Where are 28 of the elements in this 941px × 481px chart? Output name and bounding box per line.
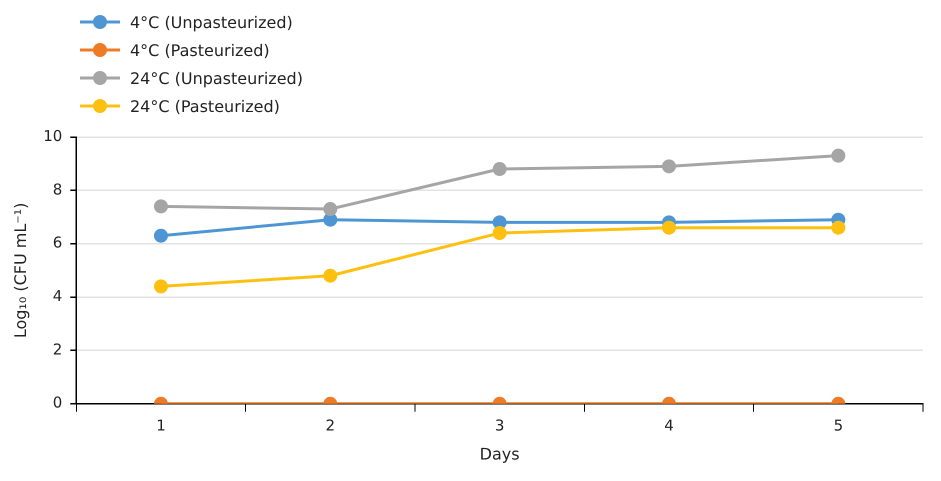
point [662,220,676,235]
y-axis-title: Log₁₀ (CFU mL⁻¹) [10,202,30,338]
point [831,220,846,235]
point [831,148,846,163]
x-tick-label: 1 [156,416,166,435]
legend-label: 4°C (Pasteurized) [130,40,270,60]
y-tick-label: 4 [52,286,62,305]
x-tick-label: 5 [834,416,844,435]
x-tick-label: 3 [494,416,504,435]
point [492,162,507,176]
y-tick-label: 10 [43,126,62,145]
point [154,228,168,243]
x-tick-label: 4 [664,416,674,435]
legend-label: 4°C (Unpasteurized) [130,12,293,32]
legend-label: 24°C (Unpasteurized) [130,68,303,88]
y-tick-label: 6 [52,234,62,252]
x-axis-title: Days [480,444,520,464]
y-tick-label: 2 [52,340,62,358]
point [662,159,676,174]
y-tick-label: 8 [52,180,62,198]
legend-label: 24°C (Pasteurized) [130,96,280,116]
point [323,202,338,216]
point [492,226,507,240]
point [323,268,338,283]
x-tick-label: 2 [326,416,336,435]
point [154,279,168,294]
y-tick-label: 0 [52,394,62,412]
point [154,199,168,214]
